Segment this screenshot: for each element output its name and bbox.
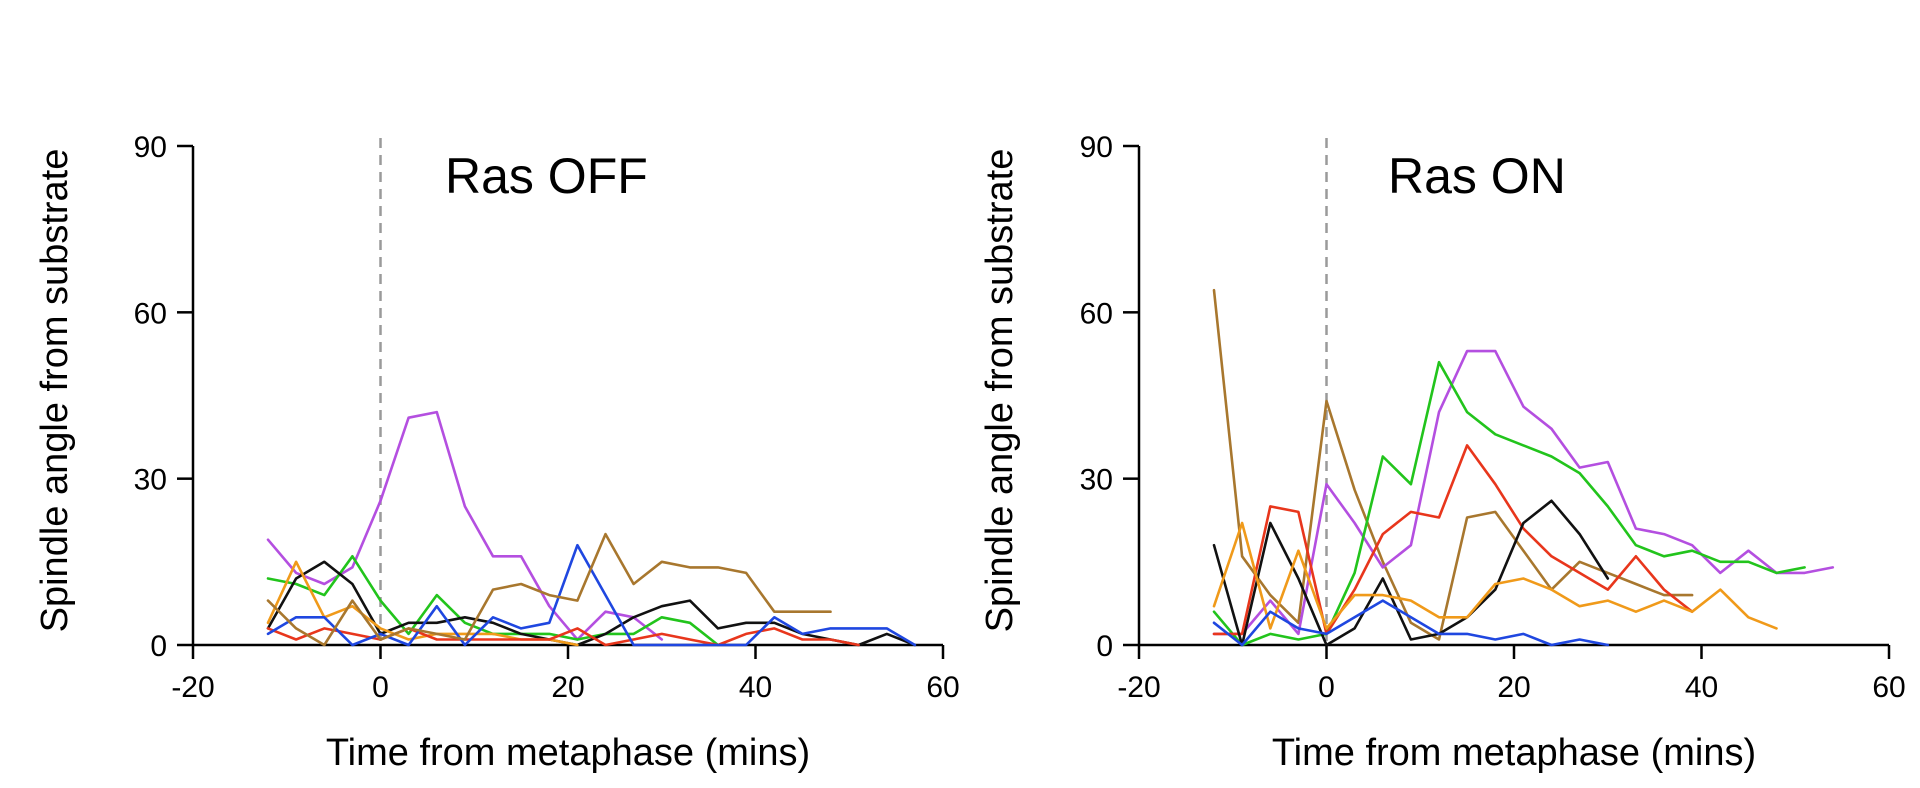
series-line-orange — [1212, 521, 1778, 630]
y-tick-label: 90 — [1080, 131, 1113, 164]
chart-title: Ras OFF — [445, 148, 648, 204]
series-line-brown — [266, 532, 832, 647]
x-tick-label: 60 — [1872, 671, 1905, 704]
x-axis-title: Time from metaphase (mins) — [1272, 732, 1756, 774]
x-tick-label: 40 — [739, 671, 772, 704]
y-tick-label: 0 — [150, 630, 167, 663]
series-line-brown — [1212, 288, 1694, 641]
x-tick-label: 20 — [551, 671, 584, 704]
series-line-magenta — [1212, 349, 1835, 636]
y-tick-label: 90 — [134, 131, 167, 164]
x-tick-label: 20 — [1497, 671, 1530, 704]
series-line-magenta — [266, 410, 664, 641]
x-tick-label: 0 — [372, 671, 389, 704]
y-tick-label: 60 — [1080, 297, 1113, 330]
x-tick-label: -20 — [1117, 671, 1160, 704]
y-tick-label: 30 — [1080, 464, 1113, 497]
y-tick-label: 30 — [134, 464, 167, 497]
series-line-green — [1212, 360, 1806, 647]
x-tick-label: 60 — [926, 671, 959, 704]
series-line-blue — [266, 543, 917, 647]
y-tick-label: 60 — [134, 297, 167, 330]
y-tick-label: 0 — [1096, 630, 1113, 663]
series-line-blue — [1212, 599, 1610, 647]
x-axis-title: Time from metaphase (mins) — [326, 732, 810, 774]
series-line-red — [1212, 444, 1694, 636]
x-tick-label: 40 — [1685, 671, 1718, 704]
x-tick-label: -20 — [171, 671, 214, 704]
series-line-black — [1212, 499, 1610, 647]
y-axis-title: Spindle angle from substrate — [34, 149, 76, 633]
chart-title: Ras ON — [1388, 148, 1566, 204]
x-tick-label: 0 — [1318, 671, 1335, 704]
y-axis-title: Spindle angle from substrate — [979, 149, 1021, 633]
